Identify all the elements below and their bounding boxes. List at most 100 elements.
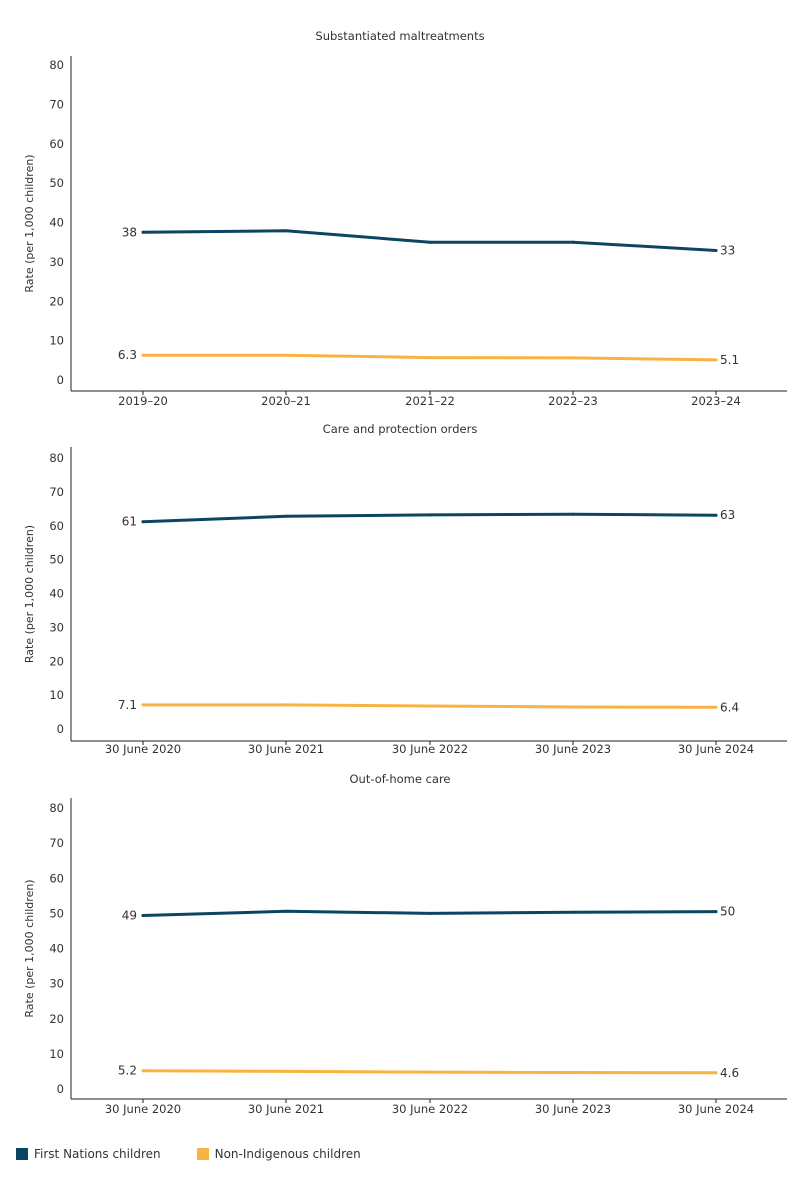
legend-item-first-nations: First Nations children [16,1147,161,1161]
data-label-end-first-nations: 33 [720,243,735,257]
y-tick-label: 30 [49,977,64,991]
y-tick-label: 0 [57,1082,64,1096]
x-tick-label: 2022–23 [548,394,598,408]
x-tick-label: 30 June 2024 [678,1102,754,1116]
data-point-first-nations [714,249,718,252]
legend-swatch-non-indigenous [196,1148,209,1160]
data-point-non-indigenous [141,353,145,357]
y-tick-label: 20 [49,654,64,668]
y-tick-label: 50 [49,176,64,190]
y-axis-label: Rate (per 1,000 children) [23,879,36,1017]
data-point-non-indigenous [428,1070,432,1074]
data-point-first-nations [284,514,288,518]
y-tick-label: 40 [49,942,64,956]
data-point-non-indigenous [141,703,145,707]
y-tick-label: 30 [49,620,64,634]
y-tick-label: 50 [49,553,64,567]
data-point-non-indigenous [571,1071,575,1074]
y-tick-label: 40 [49,216,64,230]
data-point-first-nations [714,910,718,914]
data-point-non-indigenous [714,705,718,709]
data-label-start-first-nations: 49 [122,908,137,922]
y-tick-label: 0 [57,373,64,387]
x-tick-label: 30 June 2023 [535,742,611,756]
data-point-first-nations [141,230,145,234]
y-tick-label: 0 [57,722,64,736]
data-point-first-nations [571,240,575,244]
x-tick-label: 2020–21 [261,394,311,408]
y-tick-label: 30 [49,255,64,269]
y-tick-label: 80 [49,58,64,72]
y-tick-label: 80 [49,451,64,465]
x-tick-label: 30 June 2022 [392,1102,468,1116]
legend-label-non-indigenous: Non-Indigenous children [214,1147,361,1161]
data-point-non-indigenous [714,358,718,362]
data-label-start-first-nations: 38 [122,225,137,239]
chart-title: Substantiated maltreatments [315,29,484,43]
series-line-first-nations [141,229,718,252]
data-point-non-indigenous [284,353,288,357]
chart-panel-3: Out-of-home care 0 10 20 30 40 50 60 70 80 Rate (p… [23,772,787,1116]
x-tick-label: 30 June 2022 [392,742,468,756]
x-tick-label: 2019–20 [118,394,168,408]
data-point-first-nations [141,520,145,524]
chart-panel-2: Care and protection orders 0 10 20 30 40 50 60 7… [23,422,787,756]
y-axis-label: Rate (per 1,000 children) [23,154,36,292]
data-point-non-indigenous [428,704,432,708]
data-point-first-nations [571,910,575,914]
y-tick-label: 10 [49,688,64,702]
data-label-end-non-indigenous: 6.4 [720,700,739,714]
y-tick-label: 10 [49,1047,64,1061]
data-point-first-nations [428,513,432,517]
data-point-first-nations [141,914,145,917]
data-point-non-indigenous [428,356,432,360]
x-tick-label: 30 June 2021 [248,742,324,756]
data-point-non-indigenous [571,356,575,360]
legend-label-first-nations: First Nations children [34,1147,161,1161]
data-point-non-indigenous [284,1069,288,1073]
data-point-first-nations [714,513,718,517]
chart-title: Out-of-home care [350,772,451,786]
data-point-non-indigenous [714,1071,718,1075]
x-tick-label: 30 June 2020 [105,1102,181,1116]
y-tick-label: 20 [49,1012,64,1026]
legend-item-non-indigenous: Non-Indigenous children [196,1147,361,1161]
x-tick-label: 30 June 2024 [678,742,754,756]
y-tick-label: 70 [49,97,64,111]
legend-swatch-first-nations [16,1148,28,1160]
data-label-end-first-nations: 50 [720,905,735,919]
x-tick-label: 30 June 2020 [105,742,181,756]
x-tick-label: 2023–24 [691,394,741,408]
data-point-non-indigenous [141,1069,145,1073]
data-label-end-non-indigenous: 5.1 [720,353,739,367]
y-tick-label: 60 [49,137,64,151]
x-tick-label: 30 June 2023 [535,1102,611,1116]
y-tick-label: 60 [49,871,64,885]
y-tick-label: 70 [49,836,64,850]
data-label-start-non-indigenous: 6.3 [118,348,137,362]
chart-title: Care and protection orders [323,422,478,436]
data-point-non-indigenous [284,703,288,707]
data-point-first-nations [428,240,432,244]
data-point-first-nations [284,909,288,913]
y-tick-label: 20 [49,294,64,308]
x-tick-label: 2021–22 [405,394,455,408]
y-axis-label: Rate (per 1,000 children) [23,525,36,663]
data-point-non-indigenous [571,705,575,709]
data-label-start-non-indigenous: 5.2 [118,1064,137,1078]
data-label-start-first-nations: 61 [122,515,137,529]
data-point-first-nations [428,911,432,915]
data-label-end-non-indigenous: 4.6 [720,1066,739,1080]
y-tick-label: 50 [49,906,64,920]
y-tick-label: 40 [49,587,64,601]
data-point-first-nations [284,229,288,233]
y-tick-label: 80 [49,801,64,815]
y-tick-label: 60 [49,519,64,533]
x-tick-label: 30 June 2021 [248,1102,324,1116]
data-label-start-non-indigenous: 7.1 [118,698,137,712]
legend: First Nations children Non-Indigenous ch… [16,1147,361,1161]
data-label-end-first-nations: 63 [720,508,735,522]
y-tick-label: 10 [49,334,64,348]
